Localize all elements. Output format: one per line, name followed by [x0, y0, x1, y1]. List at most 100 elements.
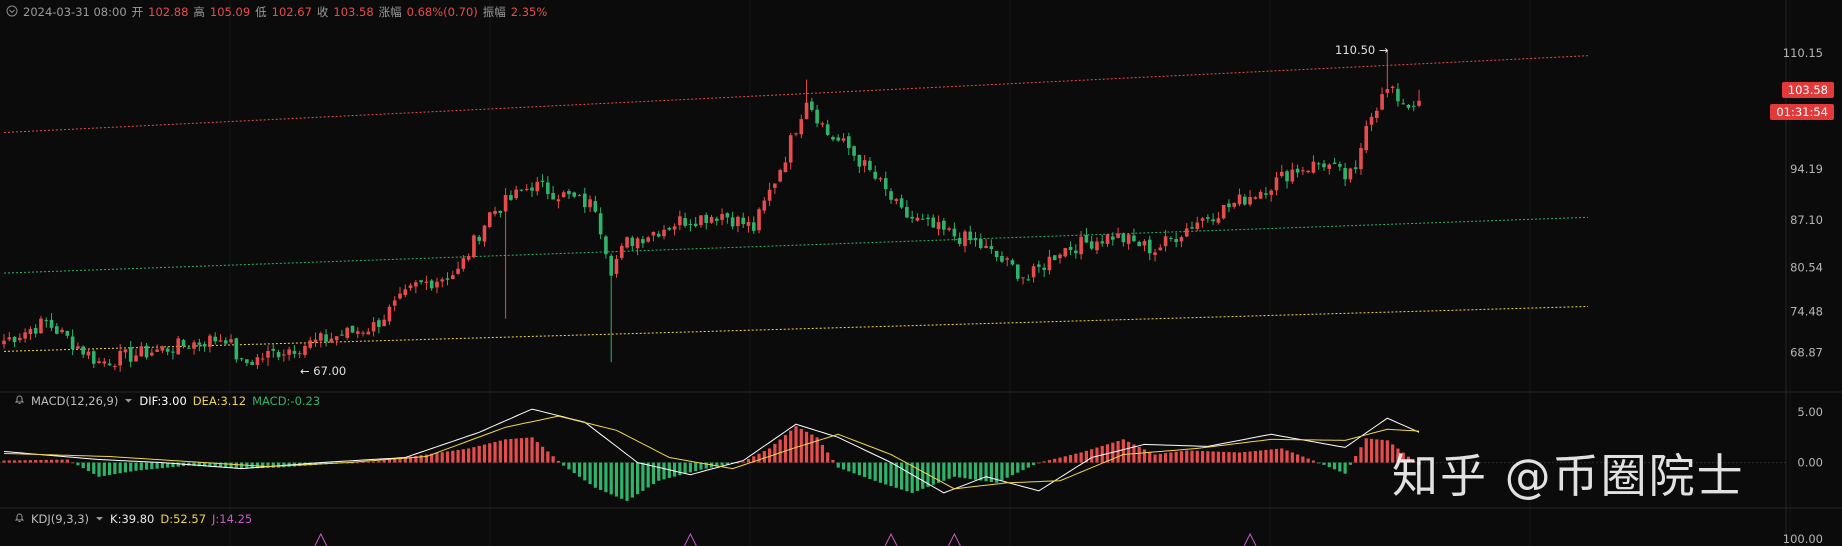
candle-body: [255, 357, 260, 365]
candle-body: [524, 188, 529, 190]
macd-histogram-bar: [408, 456, 413, 463]
macd-histogram-bar: [92, 462, 96, 474]
candle-body: [1369, 116, 1374, 125]
candle-body: [472, 235, 476, 258]
open-label: 开: [131, 5, 144, 19]
macd-histogram-bar: [482, 444, 487, 463]
candle-body: [1406, 104, 1411, 108]
candle-body: [551, 192, 555, 200]
macd-histogram-bar: [356, 462, 360, 464]
candle-body: [329, 338, 334, 343]
macd-histogram-bar: [952, 462, 956, 477]
macd-histogram-bar: [234, 462, 238, 469]
candle-body: [530, 187, 534, 191]
candle-body: [519, 189, 524, 191]
candle-body: [868, 160, 872, 171]
macd-histogram-bar: [1142, 449, 1147, 463]
candle-body: [546, 182, 550, 194]
candle-body: [1042, 267, 1046, 270]
macd-histogram-bar: [498, 440, 502, 463]
candle-body: [498, 210, 503, 213]
macd-histogram-bar: [1169, 452, 1173, 463]
macd-histogram-bar: [171, 462, 175, 468]
macd-histogram-bar: [1153, 454, 1157, 463]
macd-header: MACD(12,26,9) DIF:3.00 DEA:3.12 MACD:-0.…: [14, 394, 320, 408]
candle-body: [926, 217, 930, 220]
macd-histogram-bar: [863, 462, 867, 478]
candle-body: [899, 198, 904, 208]
candle-body: [223, 340, 228, 344]
macd-histogram-bar: [1322, 462, 1326, 465]
macd-histogram-bar: [44, 459, 48, 463]
candle-body: [1216, 218, 1221, 223]
candle-body: [535, 181, 540, 192]
macd-histogram-bar: [963, 462, 967, 479]
candle-body: [1237, 194, 1242, 205]
macd-histogram-bar: [894, 462, 898, 488]
macd-histogram-bar: [826, 452, 830, 463]
candle-body: [1359, 148, 1363, 170]
macd-histogram-bar: [614, 462, 619, 497]
candle-body: [767, 189, 772, 201]
candle-body: [1105, 234, 1110, 244]
candle-body: [804, 102, 809, 120]
bar-datetime: 2024-03-31 08:00: [23, 5, 127, 19]
candle-body: [1153, 252, 1157, 255]
macd-histogram-bar: [720, 462, 724, 466]
bell-icon[interactable]: [14, 394, 25, 408]
macd-histogram-bar: [604, 462, 608, 493]
candle-body: [678, 216, 682, 226]
candle-body: [1163, 236, 1168, 247]
candle-body: [1142, 241, 1147, 246]
macd-histogram-bar: [123, 462, 128, 473]
macd-histogram-bar: [218, 462, 223, 468]
candle-body: [1332, 162, 1337, 165]
candle-body: [857, 154, 862, 167]
candle-body: [271, 348, 276, 351]
macd-histogram-bar: [1148, 451, 1152, 463]
candle-body: [920, 218, 925, 220]
candle-body: [44, 320, 49, 322]
macd-histogram-bar: [572, 462, 576, 474]
candle-body: [260, 358, 265, 360]
candle-body: [113, 366, 117, 368]
macd-histogram-bar: [641, 462, 645, 491]
candle-body: [408, 285, 413, 289]
dropdown-icon[interactable]: [95, 512, 104, 526]
macd-histogram-bar: [1285, 450, 1289, 463]
candle-body: [435, 281, 439, 288]
candle-body: [1005, 258, 1009, 260]
macd-histogram-bar: [1385, 440, 1389, 463]
candle-body: [942, 220, 946, 230]
macd-histogram-bar: [995, 462, 999, 483]
candle-body: [276, 351, 281, 358]
candle-body: [1015, 264, 1020, 279]
macd-histogram-bar: [39, 459, 43, 463]
collapse-icon[interactable]: [6, 5, 18, 20]
candle-body: [567, 191, 571, 195]
candle-body: [973, 238, 978, 241]
candle-body: [345, 327, 349, 338]
kdj-j-line: [947, 532, 961, 546]
candle-body: [889, 191, 893, 200]
macd-histogram-bar: [213, 462, 217, 468]
kdj-j-line: [683, 532, 697, 546]
macd-histogram-bar: [1417, 462, 1421, 465]
high-value: 105.09: [209, 5, 251, 19]
macd-histogram-bar: [1037, 462, 1041, 464]
bell-icon[interactable]: [14, 512, 25, 526]
candle-body: [757, 209, 761, 231]
candle-body: [984, 245, 988, 248]
macd-histogram-bar: [868, 462, 872, 479]
macd-dif-line: [3, 408, 1420, 494]
candle-body: [60, 329, 64, 333]
candle-body: [1190, 227, 1194, 229]
candle-body: [1301, 170, 1305, 172]
macd-histogram-bar: [509, 438, 513, 463]
dropdown-icon[interactable]: [124, 394, 133, 408]
candle-body: [905, 206, 909, 218]
macd-histogram-bar: [1253, 450, 1257, 463]
candle-body: [419, 280, 423, 283]
macd-histogram-bar: [815, 437, 819, 463]
candle-body: [635, 238, 640, 249]
